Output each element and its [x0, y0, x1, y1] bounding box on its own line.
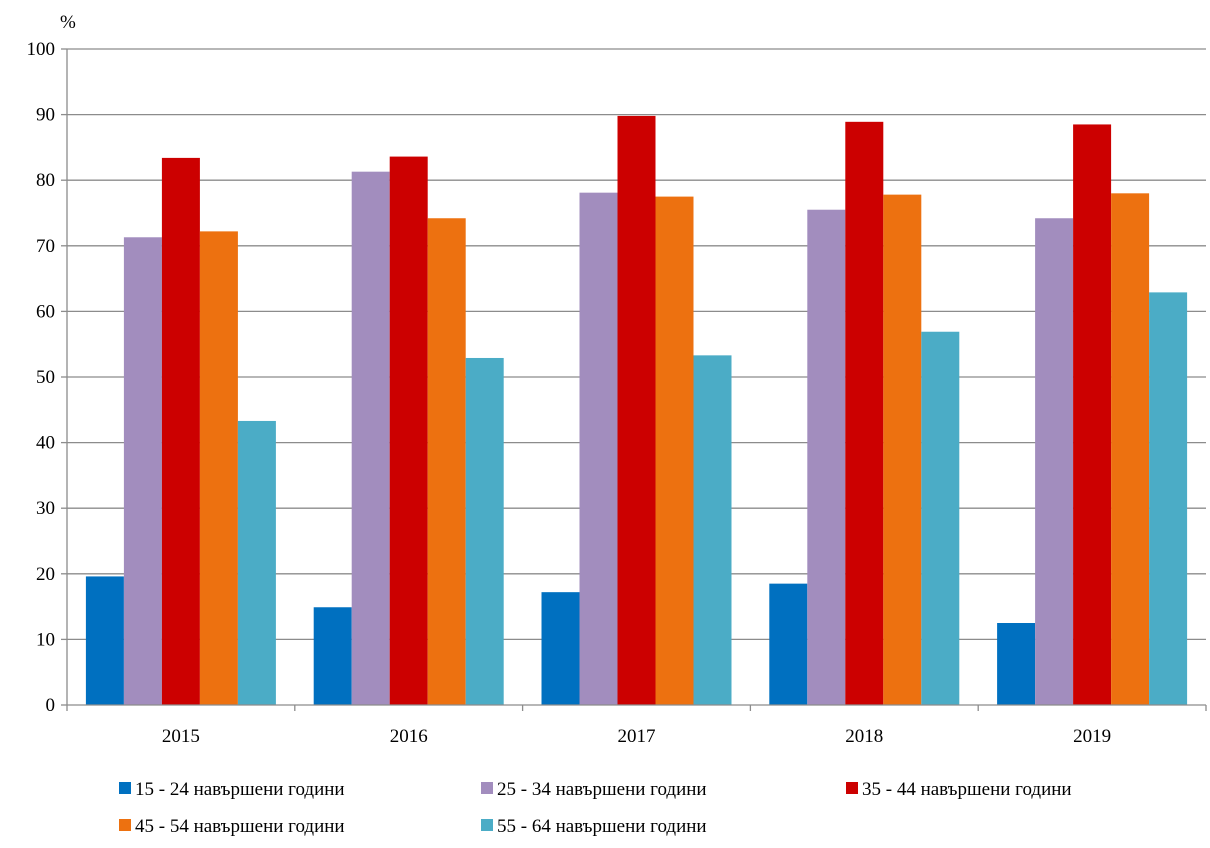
legend-item-1: 15 - 24 навършени години [119, 779, 345, 800]
legend-swatch [481, 819, 493, 831]
legend-item-2: 25 - 34 навършени години [481, 779, 707, 800]
legend-swatch [481, 782, 493, 794]
bar-2016-series-3 [389, 156, 428, 706]
bar-2017-series-1 [541, 592, 580, 705]
bar-2019-series-2 [1035, 218, 1074, 706]
legend-label: 45 - 54 навършени години [135, 816, 345, 837]
y-tick-label: 10 [36, 629, 55, 650]
y-tick-label: 40 [36, 433, 55, 454]
bar-2018-series-5 [921, 331, 960, 705]
bar-2019-series-4 [1111, 193, 1150, 705]
axes: 0 10 20 30 40 50 60 70 80 90 100 2015 2016 2017 2018 20… [27, 39, 1207, 747]
bar-2016-series-4 [427, 218, 466, 706]
y-tick-label: 60 [36, 301, 55, 322]
bar-2015-series-4 [199, 231, 238, 706]
bar-2016-series-2 [351, 171, 390, 705]
bar-2017-series-4 [655, 196, 694, 705]
x-tick-label-2017: 2017 [618, 726, 656, 747]
y-tick-label: 100 [27, 39, 56, 60]
x-tick-label-2015: 2015 [162, 726, 200, 747]
legend-label: 55 - 64 навършени години [497, 816, 707, 837]
legend-item-5: 55 - 64 навършени години [481, 816, 707, 837]
bars [85, 115, 1188, 706]
y-tick-label: 30 [36, 498, 55, 519]
bar-2019-series-3 [1073, 124, 1112, 705]
legend-swatch [846, 782, 858, 794]
legend: 15 - 24 навършени години 25 - 34 навършен… [119, 779, 1072, 837]
bar-2019-series-5 [1149, 292, 1188, 705]
bar-2017-series-3 [617, 115, 656, 706]
bar-2015-series-5 [237, 420, 276, 705]
y-tick-label: 80 [36, 170, 55, 191]
y-tick-label: 20 [36, 564, 55, 585]
y-tick-label: 70 [36, 236, 55, 257]
bar-2015-series-1 [85, 576, 124, 705]
bar-2018-series-3 [845, 121, 884, 706]
y-axis-unit-label: % [60, 12, 76, 33]
y-tick-label: 0 [46, 695, 56, 716]
legend-item-4: 45 - 54 навършени години [119, 816, 345, 837]
legend-label: 35 - 44 навършени години [862, 779, 1072, 800]
y-tick-label: 90 [36, 105, 55, 126]
bar-2017-series-2 [579, 192, 618, 705]
y-tick-label: 50 [36, 367, 55, 388]
legend-label: 15 - 24 навършени години [135, 779, 345, 800]
legend-item-3: 35 - 44 навършени години [846, 779, 1072, 800]
bar-2017-series-5 [693, 355, 732, 705]
x-tick-label-2019: 2019 [1073, 726, 1111, 747]
legend-swatch [119, 782, 131, 794]
bar-2018-series-4 [883, 194, 922, 705]
x-tick-label-2018: 2018 [845, 726, 883, 747]
legend-label: 25 - 34 навършени години [497, 779, 707, 800]
bar-2019-series-1 [997, 623, 1036, 705]
bar-2016-series-1 [313, 607, 352, 705]
x-tick-label-2016: 2016 [390, 726, 428, 747]
bar-2015-series-3 [161, 157, 200, 705]
bar-2015-series-2 [123, 237, 162, 705]
bar-2018-series-2 [807, 209, 846, 705]
legend-swatch [119, 819, 131, 831]
bar-2016-series-5 [465, 357, 504, 705]
bar-2018-series-1 [769, 583, 808, 705]
